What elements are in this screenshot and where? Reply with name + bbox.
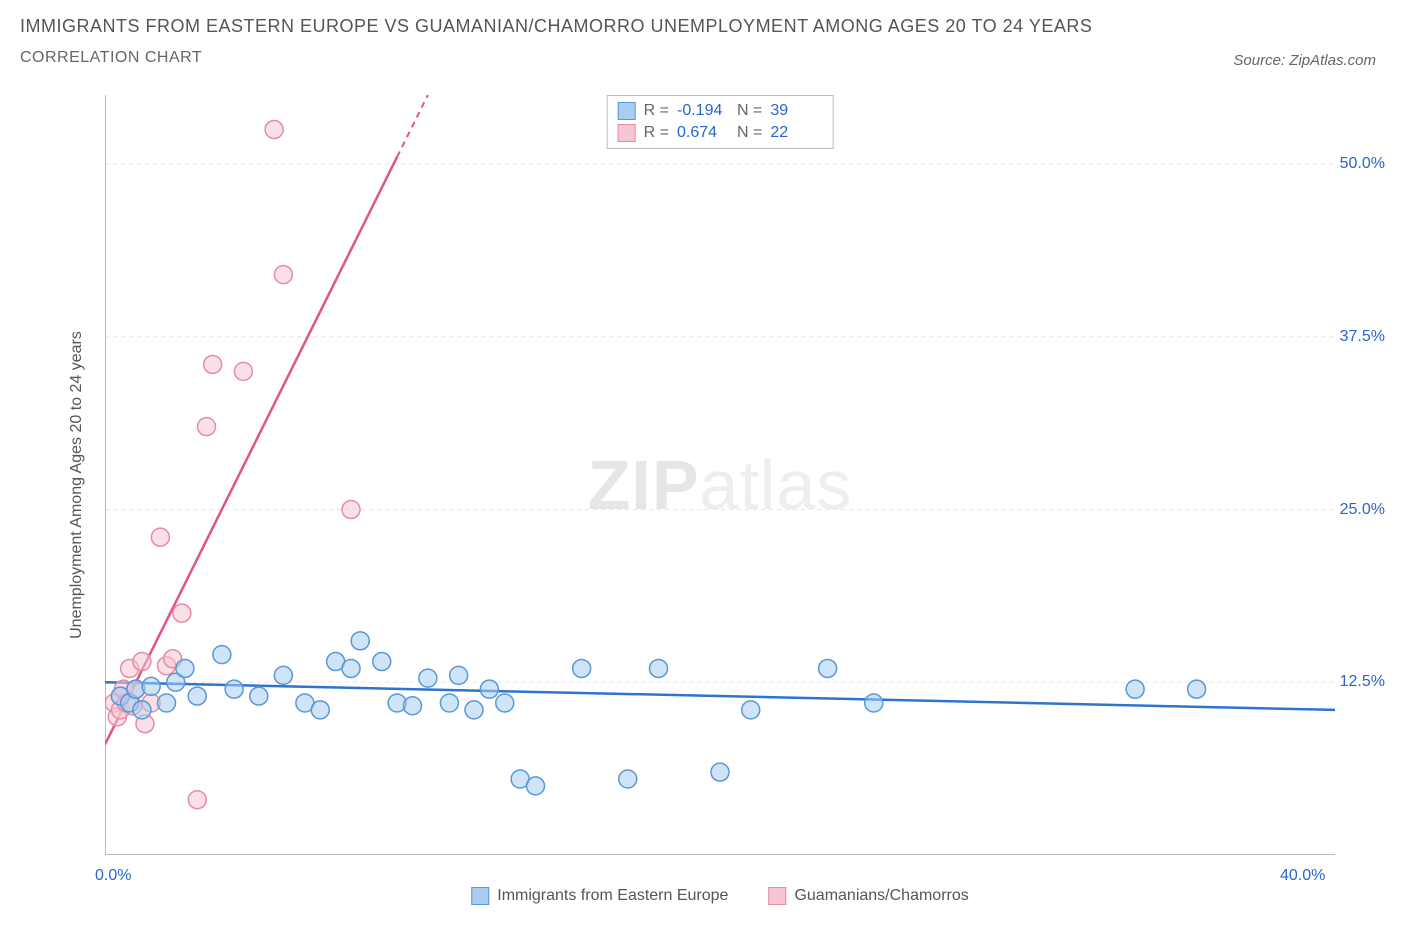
y-tick-label: 25.0% bbox=[1340, 501, 1385, 519]
legend-r-value: -0.194 bbox=[677, 102, 729, 120]
series-legend-item: Guamanians/Chamorros bbox=[768, 887, 968, 905]
y-tick-label: 12.5% bbox=[1340, 673, 1385, 691]
legend-r-label: R = bbox=[644, 102, 669, 120]
y-axis-label: Unemployment Among Ages 20 to 24 years bbox=[68, 331, 86, 639]
series-legend: Immigrants from Eastern Europe Guamanians… bbox=[471, 887, 969, 905]
correlation-legend: R = -0.194 N = 39 R = 0.674 N = 22 bbox=[607, 95, 834, 149]
y-tick-label: 50.0% bbox=[1340, 155, 1385, 173]
chart-container: Unemployment Among Ages 20 to 24 years Z… bbox=[65, 95, 1375, 875]
source-name: ZipAtlas.com bbox=[1289, 52, 1376, 69]
legend-swatch bbox=[618, 124, 636, 142]
legend-r-value: 0.674 bbox=[677, 124, 729, 142]
legend-row: R = 0.674 N = 22 bbox=[618, 122, 823, 144]
legend-row: R = -0.194 N = 39 bbox=[618, 100, 823, 122]
legend-swatch bbox=[768, 887, 786, 905]
x-tick-label: 40.0% bbox=[1280, 867, 1325, 885]
legend-n-label: N = bbox=[737, 124, 762, 142]
legend-swatch bbox=[618, 102, 636, 120]
legend-n-value: 39 bbox=[770, 102, 822, 120]
source-label: Source: bbox=[1233, 52, 1285, 69]
series-name: Immigrants from Eastern Europe bbox=[497, 887, 728, 905]
series-name: Guamanians/Chamorros bbox=[794, 887, 968, 905]
chart-title: IMMIGRANTS FROM EASTERN EUROPE VS GUAMAN… bbox=[20, 16, 1386, 37]
chart-subtitle: CORRELATION CHART bbox=[20, 49, 1386, 67]
series-legend-item: Immigrants from Eastern Europe bbox=[471, 887, 728, 905]
y-tick-label: 37.5% bbox=[1340, 328, 1385, 346]
legend-n-label: N = bbox=[737, 102, 762, 120]
legend-n-value: 22 bbox=[770, 124, 822, 142]
x-tick-label: 0.0% bbox=[95, 867, 131, 885]
legend-r-label: R = bbox=[644, 124, 669, 142]
source-attribution: Source: ZipAtlas.com bbox=[1233, 52, 1376, 69]
legend-swatch bbox=[471, 887, 489, 905]
scatter-plot bbox=[105, 95, 1335, 855]
